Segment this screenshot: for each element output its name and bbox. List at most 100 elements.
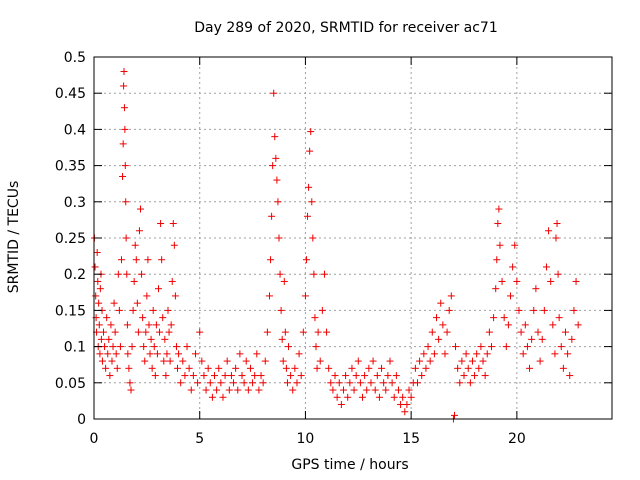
data-point [263,328,271,336]
data-point [183,343,191,351]
data-point [271,133,279,141]
data-point [352,372,360,380]
data-point [559,364,567,372]
data-point [242,357,250,365]
data-point [153,350,161,358]
data-point [359,393,367,401]
data-point [534,328,542,336]
data-point [187,386,195,394]
data-point [130,277,138,285]
data-point [348,364,356,372]
data-point [492,285,500,293]
data-point [441,350,449,358]
data-point [507,292,515,300]
data-point [403,401,411,409]
data-point [269,162,277,170]
data-point [411,364,419,372]
data-point [132,256,140,264]
data-point [337,401,345,409]
data-point [297,372,305,380]
data-point [437,299,445,307]
data-point [365,364,373,372]
data-point [236,350,244,358]
data-point [175,350,183,358]
data-point [540,306,548,314]
x-tick-label: 10 [297,431,315,447]
data-point [386,357,394,365]
data-point [335,379,343,387]
data-point [167,321,175,329]
data-point [127,386,135,394]
data-point [378,364,386,372]
data-point [536,357,544,365]
data-point [157,220,165,228]
data-point [147,335,155,343]
data-point [146,350,154,358]
data-point [204,364,212,372]
data-point [91,263,99,271]
x-tick-label: 0 [90,431,99,447]
data-point [246,364,254,372]
data-point [105,335,113,343]
data-point [564,350,572,358]
data-point [422,364,430,372]
data-point [104,350,112,358]
data-point [277,306,285,314]
data-point [100,328,108,336]
data-point [234,386,242,394]
data-point [111,328,119,336]
data-point [502,343,510,351]
data-point [124,350,132,358]
data-point [287,372,295,380]
data-point [98,357,106,365]
data-point [466,379,474,387]
data-point [107,321,115,329]
data-point [161,335,169,343]
data-point [120,104,128,112]
data-point [255,386,263,394]
data-point [181,372,189,380]
data-point [140,343,148,351]
data-point [418,372,426,380]
data-point [468,357,476,365]
data-point [382,386,390,394]
data-point [500,314,508,322]
data-point [439,321,447,329]
data-point [283,379,291,387]
data-point [346,379,354,387]
data-point [551,350,559,358]
y-tick-label: 0.15 [55,303,86,319]
data-point [115,306,123,314]
y-tick-label: 0.1 [64,340,86,356]
data-point [568,335,576,343]
data-point [162,372,170,380]
data-point [93,248,101,256]
data-point [160,357,168,365]
data-point [215,364,223,372]
data-point [171,292,179,300]
data-point [96,285,104,293]
data-point [97,335,105,343]
data-point [305,183,313,191]
data-point [373,372,381,380]
grid-lines [94,57,612,419]
data-point [325,364,333,372]
x-tick-label: 20 [508,431,526,447]
data-point [120,67,128,75]
x-axis-label: GPS time / hours [291,457,408,473]
data-point [356,379,364,387]
data-point [495,205,503,213]
data-point [401,408,409,416]
data-point [101,343,109,351]
data-point [158,256,166,264]
data-point [119,172,127,180]
data-point [274,198,282,206]
data-point [169,220,177,228]
data-point [333,393,341,401]
data-point [131,241,139,249]
data-point [344,393,352,401]
data-point [435,335,443,343]
data-point [150,343,158,351]
data-point [165,328,173,336]
data-point [339,386,347,394]
